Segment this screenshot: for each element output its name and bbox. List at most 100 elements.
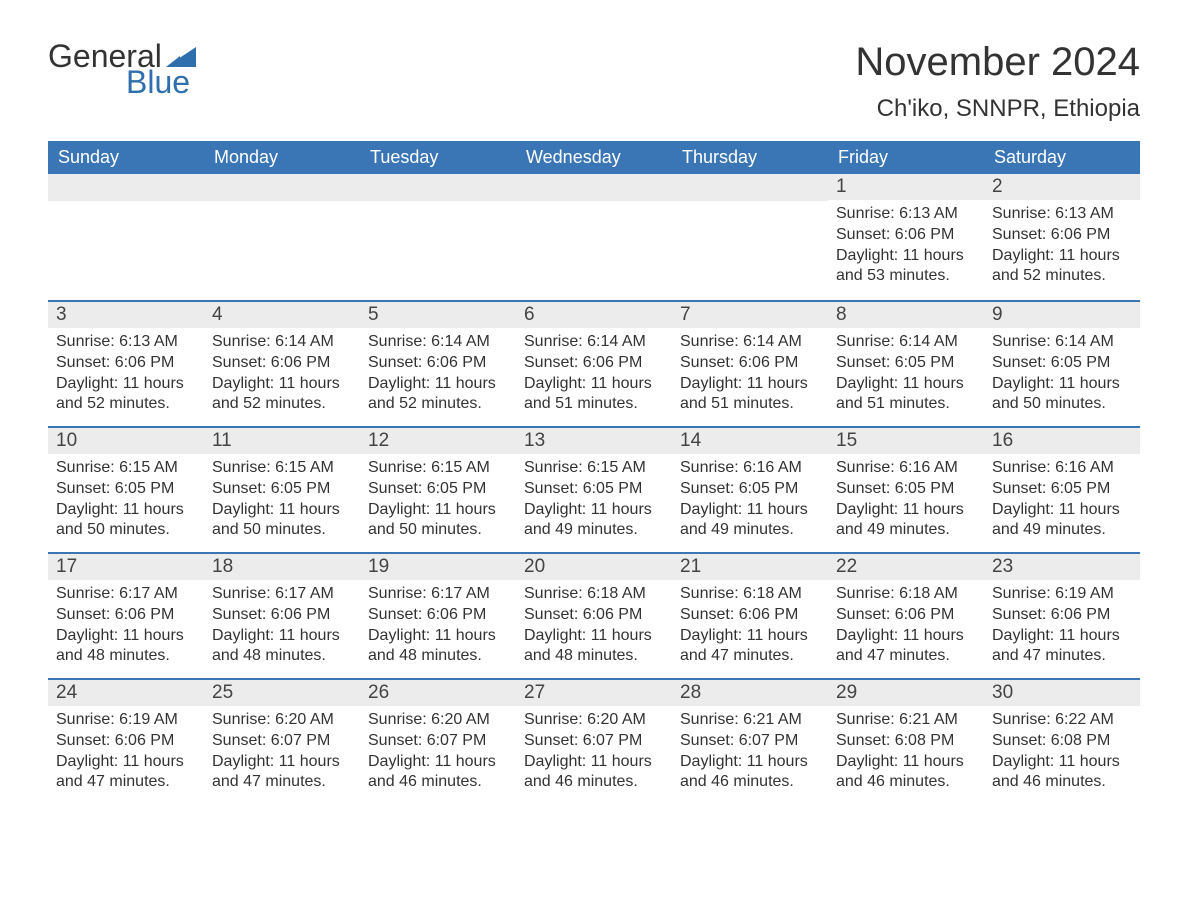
day-cell: 4Sunrise: 6:14 AMSunset: 6:06 PMDaylight… [204,302,360,426]
daylight-line-1: Daylight: 11 hours [836,500,976,521]
sunset-line: Sunset: 6:06 PM [992,605,1132,626]
day-number: 8 [836,304,847,325]
daylight-line-1: Daylight: 11 hours [368,752,508,773]
daylight-line-2: and 48 minutes. [56,646,196,667]
day-cell: 17 Sunrise: 6:17 AMSunset: 6:06 PMDayligh… [48,554,204,678]
sunrise-line: Sunrise: 6:21 AM [680,710,820,731]
daylight-line-2: and 51 minutes. [524,394,664,415]
sunrise-line: Sunrise: 6:14 AM [680,332,820,353]
sunrise-line: Sunrise: 6:21 AM [836,710,976,731]
sunrise-line: Sunrise: 6:16 AM [680,458,820,479]
daylight-line-1: Daylight: 11 hours [56,626,196,647]
sunset-line: Sunset: 6:07 PM [212,731,352,752]
sunset-line: Sunset: 6:06 PM [56,605,196,626]
day-number: 17 [56,556,77,577]
daylight-line-1: Daylight: 11 hours [368,500,508,521]
day-content: Sunrise: 6:13 AMSunset: 6:06 PMDaylight:… [48,328,204,425]
weekday-header: Friday [828,141,984,174]
day-number-row: 22 [828,554,984,580]
day-content: Sunrise: 6:14 AMSunset: 6:05 PMDaylight:… [828,328,984,425]
day-number: 9 [992,304,1003,325]
day-number-row: 14 [672,428,828,454]
daylight-line-2: and 51 minutes. [836,394,976,415]
day-number-row: 18 [204,554,360,580]
week-row: 1Sunrise: 6:13 AMSunset: 6:06 PMDaylight… [48,174,1140,300]
daylight-line-2: and 49 minutes. [836,520,976,541]
sunrise-line: Sunrise: 6:20 AM [524,710,664,731]
sunset-line: Sunset: 6:05 PM [212,479,352,500]
day-content: Sunrise: 6:16 AMSunset: 6:05 PMDaylight:… [828,454,984,551]
day-content: Sunrise: 6:21 AMSunset: 6:07 PMDaylight:… [672,706,828,803]
day-content: Sunrise: 6:18 AMSunset: 6:06 PMDaylight:… [672,580,828,677]
day-cell: 6Sunrise: 6:14 AMSunset: 6:06 PMDaylight… [516,302,672,426]
daylight-line-2: and 46 minutes. [680,772,820,793]
sunset-line: Sunset: 6:08 PM [992,731,1132,752]
daylight-line-2: and 50 minutes. [56,520,196,541]
sunset-line: Sunset: 6:06 PM [524,605,664,626]
sunrise-line: Sunrise: 6:17 AM [56,584,196,605]
day-content: Sunrise: 6:16 AMSunset: 6:05 PMDaylight:… [672,454,828,551]
day-number-row [48,174,204,201]
sunrise-line: Sunrise: 6:14 AM [368,332,508,353]
day-number: 2 [992,176,1003,197]
daylight-line-1: Daylight: 11 hours [56,500,196,521]
sunset-line: Sunset: 6:06 PM [56,731,196,752]
day-cell: 2Sunrise: 6:13 AMSunset: 6:06 PMDaylight… [984,174,1140,300]
day-content [672,201,828,291]
sunrise-line: Sunrise: 6:18 AM [524,584,664,605]
day-number: 24 [56,682,77,703]
sunset-line: Sunset: 6:05 PM [992,479,1132,500]
day-content: Sunrise: 6:15 AMSunset: 6:05 PMDaylight:… [360,454,516,551]
sunset-line: Sunset: 6:05 PM [56,479,196,500]
week-row: 3Sunrise: 6:13 AMSunset: 6:06 PMDaylight… [48,300,1140,426]
header: General Blue November 2024 Ch'iko, SNNPR… [48,40,1140,123]
week-row: 17Sunrise: 6:17 AMSunset: 6:06 PMDayligh… [48,552,1140,678]
day-cell: 7Sunrise: 6:14 AMSunset: 6:06 PMDaylight… [672,302,828,426]
day-number-row: 19 [360,554,516,580]
day-number-row [204,174,360,201]
day-number-row: 5 [360,302,516,328]
day-number: 18 [212,556,233,577]
sunrise-line: Sunrise: 6:22 AM [992,710,1132,731]
day-cell: 18 Sunrise: 6:17 AMSunset: 6:06 PMDayligh… [204,554,360,678]
sunset-line: Sunset: 6:07 PM [368,731,508,752]
daylight-line-2: and 46 minutes. [836,772,976,793]
sunrise-line: Sunrise: 6:15 AM [212,458,352,479]
empty-day-cell [204,174,360,300]
sunrise-line: Sunrise: 6:17 AM [212,584,352,605]
daylight-line-1: Daylight: 11 hours [992,500,1132,521]
day-content: Sunrise: 6:20 AMSunset: 6:07 PMDaylight:… [360,706,516,803]
daylight-line-2: and 47 minutes. [56,772,196,793]
day-content: Sunrise: 6:15 AMSunset: 6:05 PMDaylight:… [516,454,672,551]
daylight-line-2: and 50 minutes. [992,394,1132,415]
day-number: 26 [368,682,389,703]
daylight-line-2: and 50 minutes. [212,520,352,541]
day-content: Sunrise: 6:19 AMSunset: 6:06 PMDaylight:… [48,706,204,803]
daylight-line-2: and 52 minutes. [56,394,196,415]
day-number-row: 29 [828,680,984,706]
daylight-line-1: Daylight: 11 hours [368,374,508,395]
daylight-line-1: Daylight: 11 hours [992,374,1132,395]
day-cell: 22Sunrise: 6:18 AMSunset: 6:06 PMDayligh… [828,554,984,678]
empty-day-cell [48,174,204,300]
day-content: Sunrise: 6:14 AMSunset: 6:06 PMDaylight:… [516,328,672,425]
week-row: 24 Sunrise: 6:19 AMSunset: 6:06 PMDayligh… [48,678,1140,804]
day-number-row: 2 [984,174,1140,200]
day-number: 7 [680,304,691,325]
day-cell: 5Sunrise: 6:14 AMSunset: 6:06 PMDaylight… [360,302,516,426]
day-content: Sunrise: 6:17 AMSunset: 6:06 PMDaylight:… [48,580,204,677]
weekday-header: Sunday [48,141,204,174]
daylight-line-1: Daylight: 11 hours [836,374,976,395]
sunrise-line: Sunrise: 6:19 AM [992,584,1132,605]
day-cell: 3Sunrise: 6:13 AMSunset: 6:06 PMDaylight… [48,302,204,426]
day-content: Sunrise: 6:17 AMSunset: 6:06 PMDaylight:… [204,580,360,677]
daylight-line-1: Daylight: 11 hours [680,752,820,773]
sunrise-line: Sunrise: 6:14 AM [524,332,664,353]
sunset-line: Sunset: 6:07 PM [680,731,820,752]
daylight-line-2: and 47 minutes. [680,646,820,667]
sunrise-line: Sunrise: 6:14 AM [212,332,352,353]
day-number: 11 [212,430,232,451]
sunrise-line: Sunrise: 6:14 AM [992,332,1132,353]
daylight-line-2: and 49 minutes. [524,520,664,541]
daylight-line-2: and 52 minutes. [368,394,508,415]
